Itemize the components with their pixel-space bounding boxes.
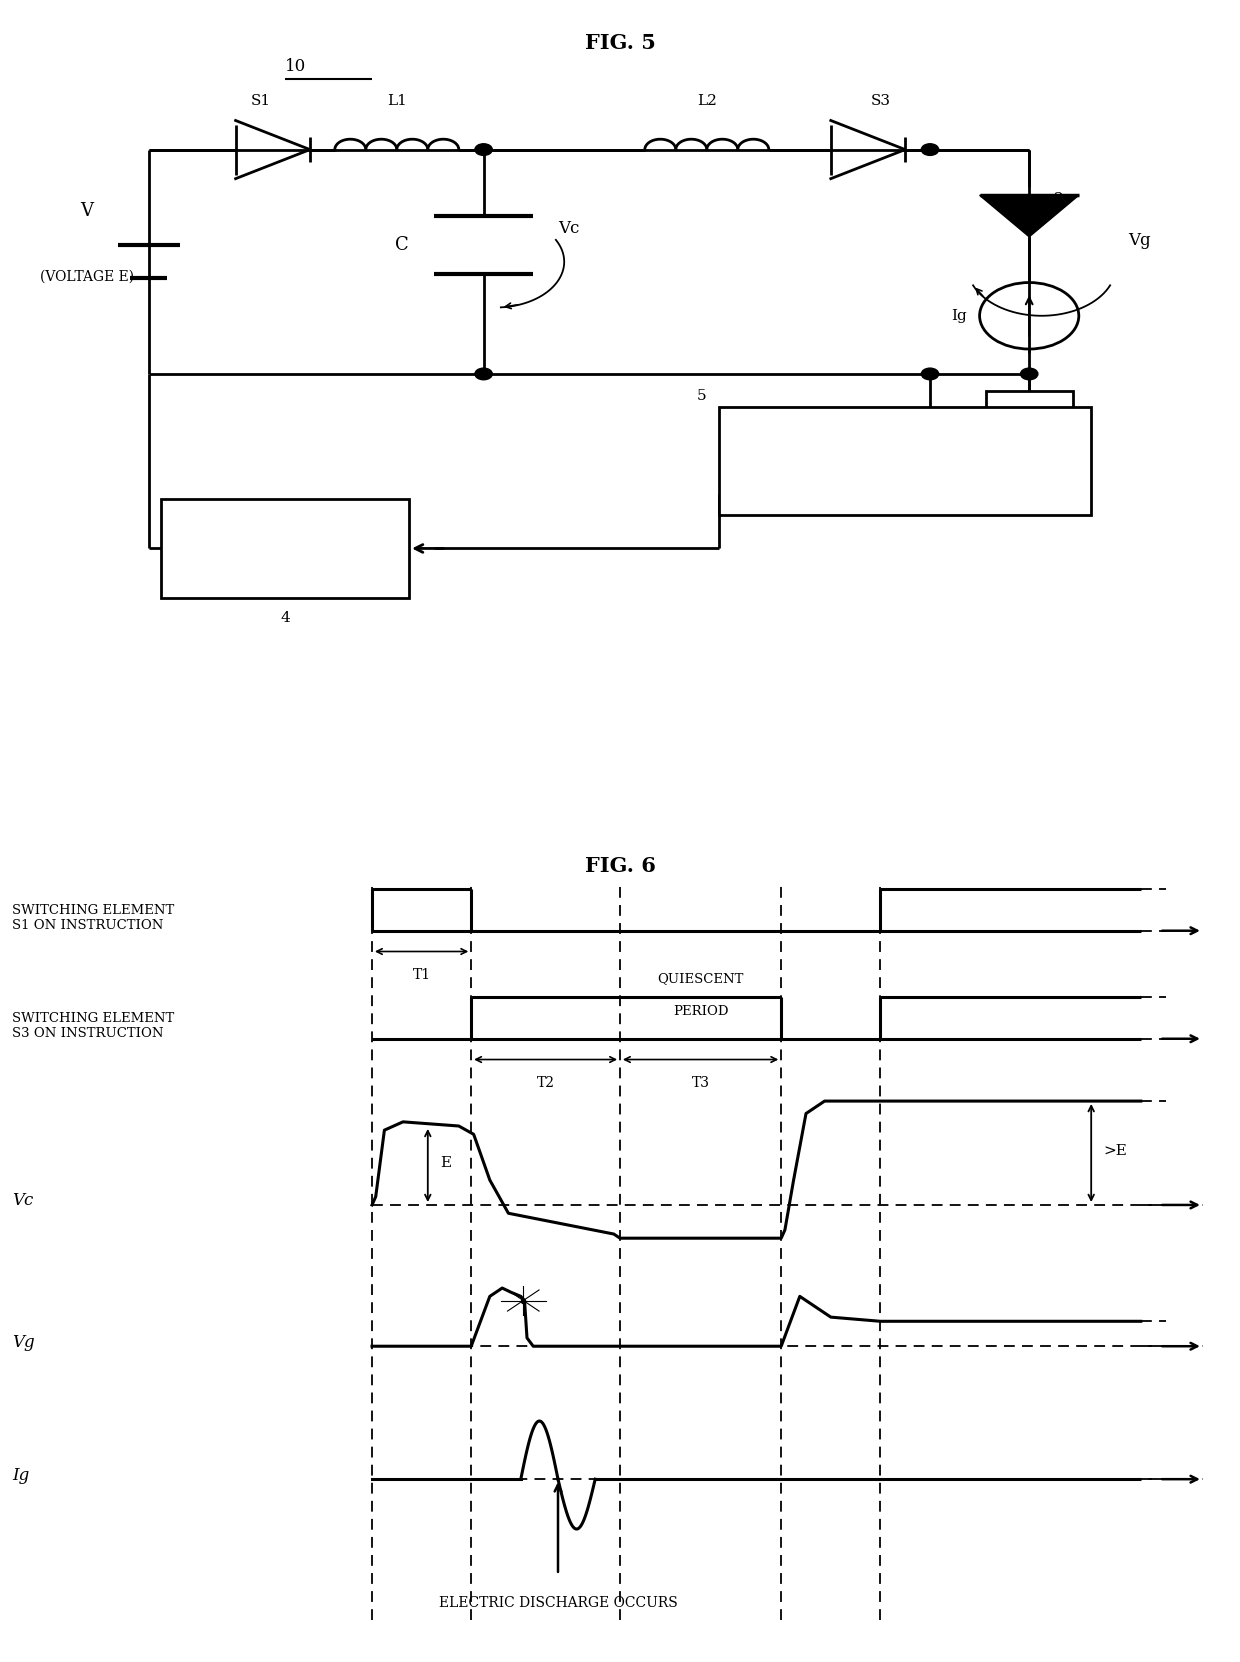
Text: 5: 5 xyxy=(697,389,707,402)
Text: V: V xyxy=(81,203,93,219)
Text: L2: L2 xyxy=(697,95,717,108)
Circle shape xyxy=(921,143,939,155)
Text: FIG. 6: FIG. 6 xyxy=(584,856,656,876)
Text: ELECTRIC DISCHARGE OCCURS: ELECTRIC DISCHARGE OCCURS xyxy=(439,1596,677,1609)
Text: CONTROL: CONTROL xyxy=(248,534,322,547)
Text: Vg: Vg xyxy=(1128,233,1151,249)
Text: Vc: Vc xyxy=(558,219,579,238)
Text: (VOLTAGE E): (VOLTAGE E) xyxy=(40,269,134,284)
Text: SWITCHING ELEMENT
S3 ON INSTRUCTION: SWITCHING ELEMENT S3 ON INSTRUCTION xyxy=(12,1012,175,1040)
Text: >E: >E xyxy=(1104,1143,1127,1158)
Text: PERIOD: PERIOD xyxy=(673,1006,728,1017)
Text: S1: S1 xyxy=(250,95,270,108)
Bar xyxy=(719,407,1091,515)
Text: Ig: Ig xyxy=(951,309,967,322)
Text: UNIT: UNIT xyxy=(265,562,305,577)
Polygon shape xyxy=(980,194,1079,236)
Text: T1: T1 xyxy=(413,967,430,982)
Text: 3: 3 xyxy=(1024,440,1034,454)
Text: QUIESCENT: QUIESCENT xyxy=(657,972,744,984)
Text: Ig: Ig xyxy=(12,1466,30,1484)
Circle shape xyxy=(921,369,939,381)
Text: Vg: Vg xyxy=(12,1333,35,1351)
Text: MACHINING-GAP: MACHINING-GAP xyxy=(841,442,970,455)
Bar xyxy=(986,391,1073,427)
Text: 2: 2 xyxy=(1054,193,1064,206)
Text: DETECTING UNIT: DETECTING UNIT xyxy=(839,487,971,502)
Text: VOLTAGE: VOLTAGE xyxy=(870,462,940,477)
Text: 4: 4 xyxy=(280,612,290,625)
Text: 10: 10 xyxy=(285,58,306,75)
Text: C: C xyxy=(396,236,409,254)
Text: S3: S3 xyxy=(870,95,890,108)
Text: T2: T2 xyxy=(537,1077,554,1090)
Bar xyxy=(161,499,409,598)
Circle shape xyxy=(475,143,492,155)
Text: T3: T3 xyxy=(692,1077,709,1090)
Circle shape xyxy=(1021,369,1038,381)
Circle shape xyxy=(475,369,492,381)
Text: L1: L1 xyxy=(387,95,407,108)
Text: SWITCHING ELEMENT
S1 ON INSTRUCTION: SWITCHING ELEMENT S1 ON INSTRUCTION xyxy=(12,904,175,932)
Text: FIG. 5: FIG. 5 xyxy=(584,33,656,53)
Text: E: E xyxy=(440,1157,451,1170)
Text: Vc: Vc xyxy=(12,1192,33,1210)
